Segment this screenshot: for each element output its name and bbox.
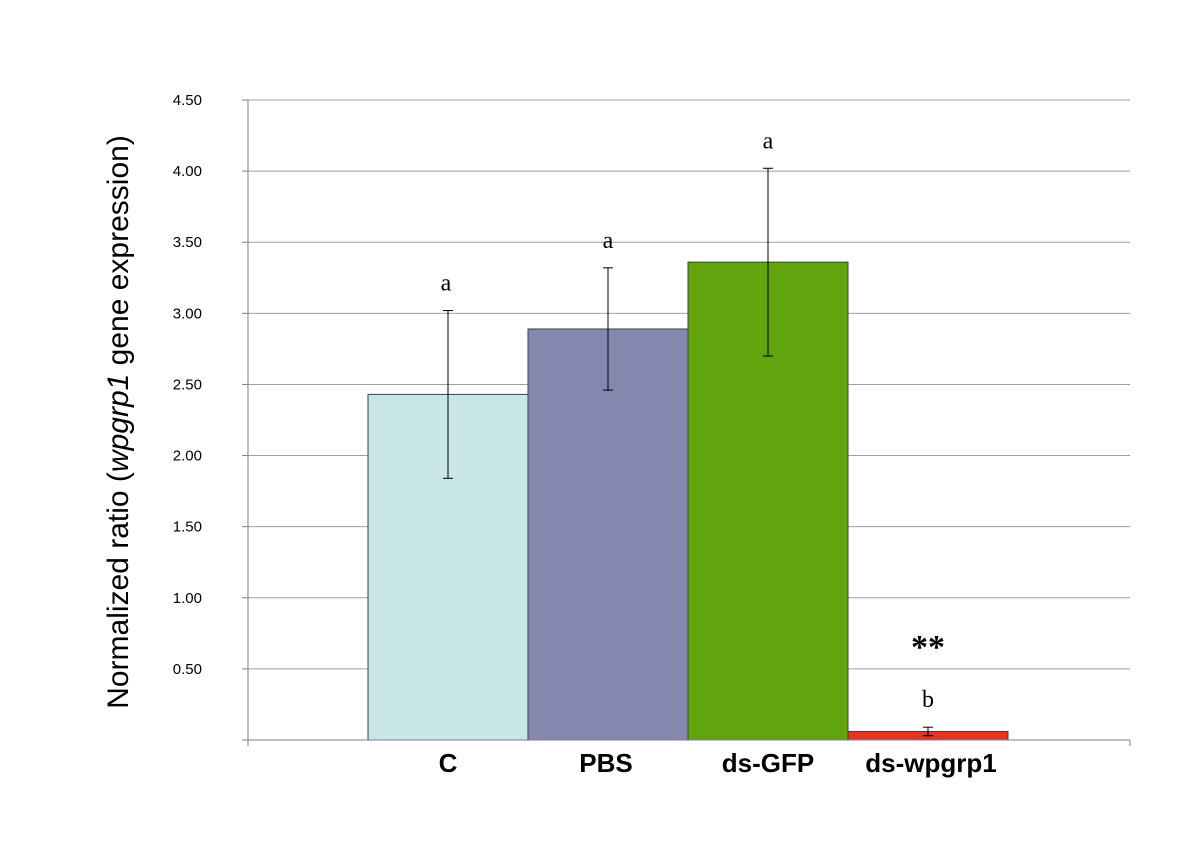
y-tick-label: 0.50 [173, 661, 202, 678]
error-bars [443, 167, 933, 737]
x-tick-label: ds-wpgrp1 [865, 748, 996, 778]
significance-label: a [441, 270, 452, 296]
y-tick-label: 3.00 [173, 305, 202, 322]
x-tick-label: ds-GFP [722, 748, 814, 778]
y-axis-label-italic: wpgrp1 [102, 374, 135, 472]
y-axis-label-prefix: Normalized ratio ( [102, 472, 135, 709]
y-tick-label: 1.50 [173, 519, 202, 536]
significance-label: a [763, 128, 774, 154]
bar-pbs [527, 328, 689, 741]
y-tick-label: 1.00 [173, 590, 202, 607]
y-tick-label: 2.00 [173, 448, 202, 465]
significance-label: a [603, 228, 614, 254]
x-tick-label: PBS [579, 748, 632, 778]
axes [242, 99, 1131, 746]
x-tick-label: C [439, 748, 458, 778]
bars [367, 261, 1009, 741]
significance-label: b [922, 687, 934, 713]
y-tick-label: 4.50 [173, 92, 202, 109]
y-tick-label: 3.50 [173, 234, 202, 251]
y-axis-label: Normalized ratio (wpgrp1 gene expression… [102, 135, 135, 709]
significance-annotation: ** [911, 629, 945, 666]
y-tick-label: 2.50 [173, 376, 202, 393]
labels: 0.50 1.00 1.50 2.00 2.50 3.00 3.50 4.00 4.50 a Ca P… [173, 92, 997, 778]
y-tick-label: 4.00 [173, 163, 202, 180]
y-axis-label-suffix: gene expression) [102, 135, 135, 373]
